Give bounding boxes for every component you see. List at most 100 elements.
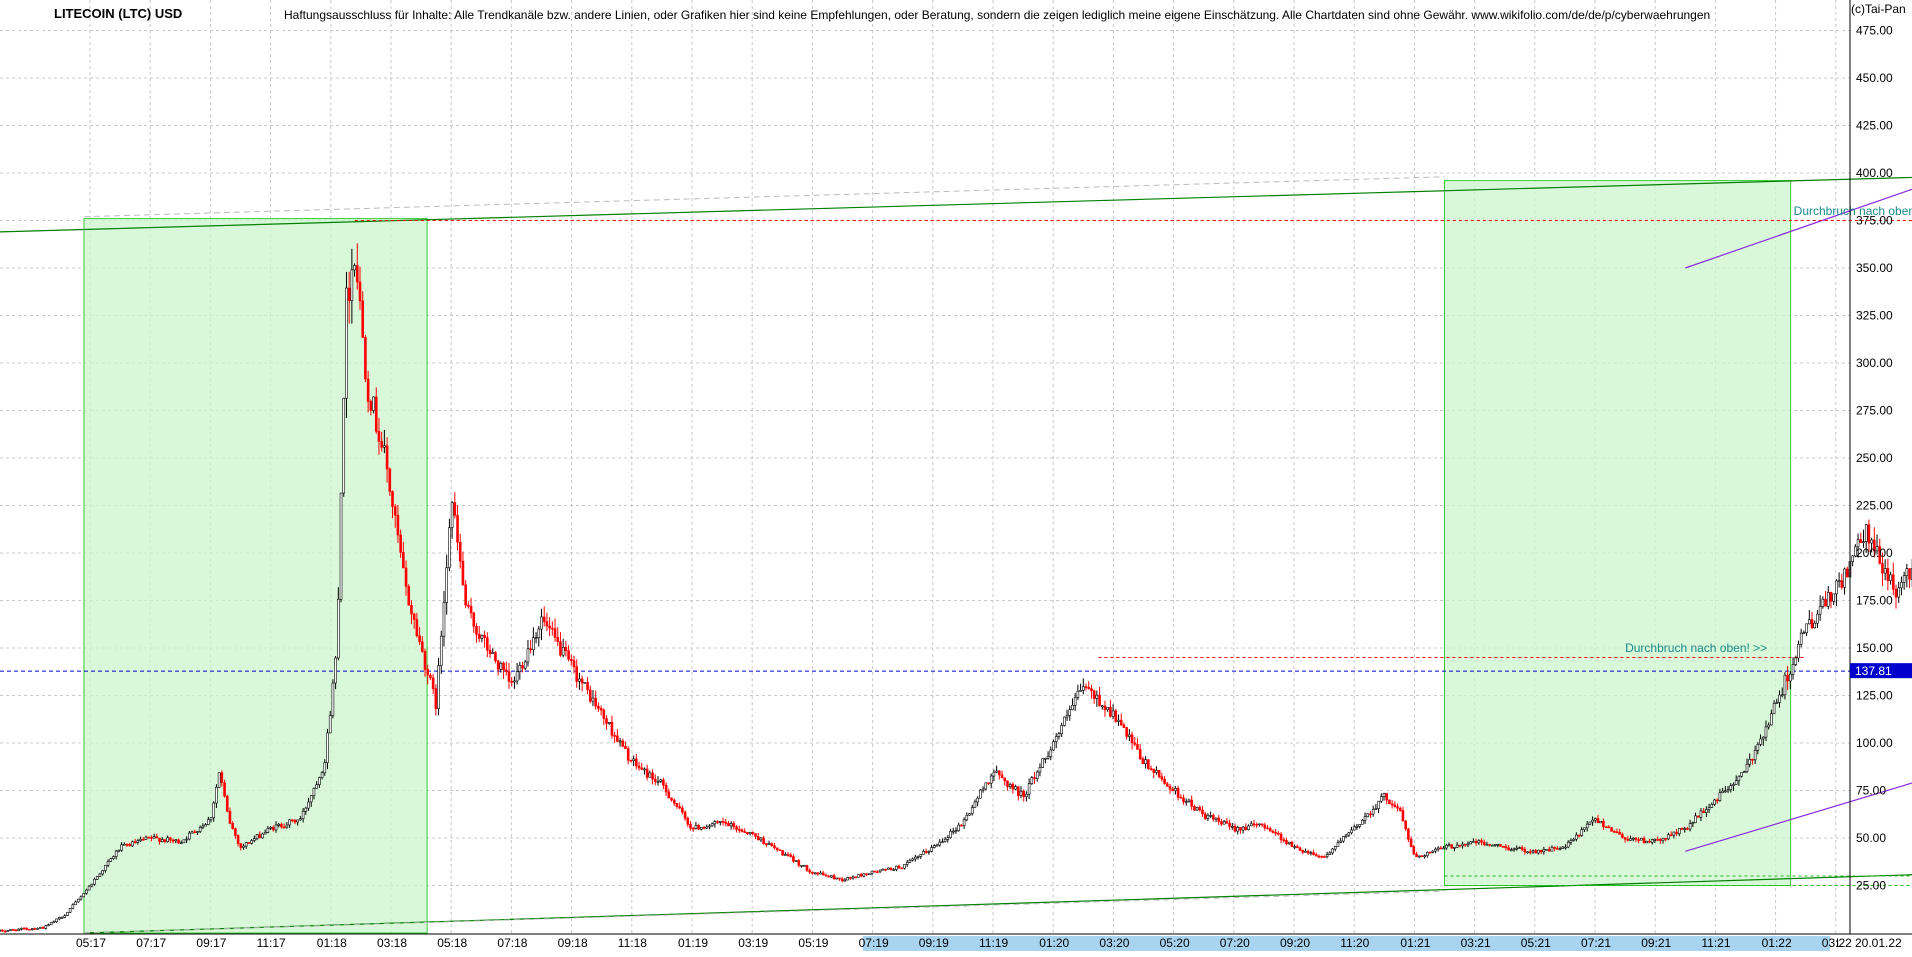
candle-body [927, 851, 931, 853]
current-price-tag [1850, 663, 1912, 679]
candle-body [811, 871, 814, 874]
candle-body [1382, 793, 1386, 797]
candle-body [158, 837, 161, 842]
candle-body [366, 378, 370, 402]
candle-body [280, 824, 283, 828]
candle-body [981, 788, 985, 791]
candle-body [792, 856, 795, 862]
candle-body [144, 836, 148, 840]
dashed-guide-line [83, 176, 1445, 218]
candle-body [1528, 851, 1532, 854]
candle-body [198, 827, 202, 832]
candle-body [1065, 715, 1069, 718]
candle-body [1453, 846, 1456, 849]
candle-body [355, 265, 359, 283]
candle-body [686, 817, 690, 825]
candle-body [1677, 828, 1681, 835]
candle-body [1044, 758, 1047, 760]
candle-body [331, 682, 335, 716]
trend-lines-layer: Durchbruch nach oben! >> Durchbruch nach … [0, 176, 1912, 934]
candle-body [1068, 709, 1072, 716]
candle-body [1144, 759, 1147, 765]
candle-body [1109, 706, 1112, 717]
candle-body [1537, 849, 1540, 854]
candle-body [840, 878, 844, 882]
candle-body [150, 836, 153, 839]
x-tick-label: 11:21 [1701, 936, 1730, 950]
candle-body [301, 810, 305, 819]
candle-body [1160, 776, 1164, 780]
candle-body [456, 515, 459, 543]
candle-body [1206, 815, 1210, 819]
candle-body [1157, 770, 1161, 777]
candle-body [1610, 827, 1613, 832]
candle-body [410, 605, 413, 615]
candle-body [1461, 843, 1464, 847]
candle-body [510, 681, 514, 683]
candle-body [1379, 796, 1383, 802]
candle-body [1875, 546, 1879, 552]
candle-body [700, 827, 703, 830]
candle-body [504, 669, 508, 672]
candle-body [1751, 759, 1754, 761]
candle-body [1003, 777, 1007, 782]
candle-body [125, 843, 129, 846]
candle-body [30, 928, 34, 930]
candle-body [903, 864, 906, 869]
candle-body [1236, 827, 1240, 832]
candle-body [1149, 768, 1153, 770]
candle-body [204, 824, 207, 827]
candle-body [613, 735, 616, 737]
candle-body [442, 602, 446, 637]
candle-body [1577, 834, 1581, 837]
candle-body [1813, 622, 1817, 629]
candle-body [488, 649, 492, 654]
candle-body [821, 872, 825, 876]
candle-body [1076, 690, 1080, 698]
candle-body [564, 647, 568, 652]
candle-body [1477, 840, 1481, 844]
candle-body [1851, 555, 1854, 562]
candle-body [74, 901, 77, 906]
candle-body [1686, 828, 1689, 830]
candle-body [1626, 838, 1630, 841]
candle-body [1753, 750, 1757, 761]
candle-body [434, 688, 438, 710]
candle-body [1496, 844, 1500, 846]
candle-body [1764, 726, 1768, 738]
candle-body [17, 928, 20, 932]
candle-body [1810, 619, 1814, 629]
candle-body [1650, 839, 1654, 843]
candle-body [521, 665, 524, 669]
candle-body [328, 715, 332, 734]
candle-body [851, 876, 855, 879]
candle-body [653, 778, 657, 782]
candle-body [664, 784, 668, 793]
candle-body [496, 660, 500, 670]
candle-body [133, 841, 137, 843]
candle-body [1046, 756, 1050, 759]
x-tick-label: 09:18 [558, 936, 588, 950]
candle-body [431, 677, 435, 689]
candle-body [33, 928, 37, 930]
candle-body [551, 627, 554, 630]
candle-body [754, 833, 757, 837]
candle-body [746, 831, 749, 835]
candle-body [1713, 799, 1716, 805]
candle-body [117, 849, 121, 852]
candle-body [951, 830, 955, 833]
candle-body [1485, 844, 1489, 846]
x-tick-label: 03:22 [1822, 936, 1852, 950]
candle-body [1060, 725, 1063, 735]
candle-body [938, 841, 942, 846]
candle-body [98, 873, 102, 877]
candle-body [52, 921, 56, 924]
candle-body [1583, 827, 1586, 830]
candle-body [762, 837, 765, 845]
candle-body [309, 795, 313, 803]
candle-body [1409, 838, 1413, 847]
candle-body [526, 648, 530, 663]
candle-body [1412, 846, 1416, 855]
candle-body [472, 612, 476, 627]
candle-body [832, 875, 836, 880]
